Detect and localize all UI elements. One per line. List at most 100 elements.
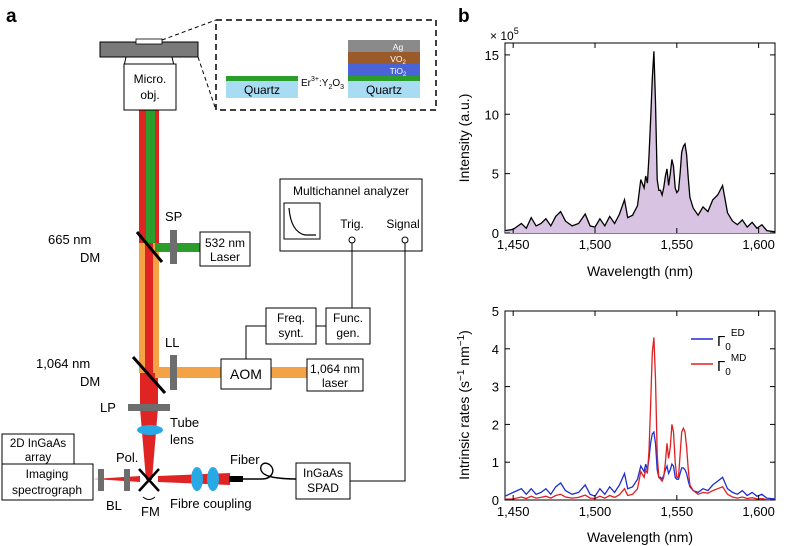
laser-1064-label-2: laser [322,376,348,390]
sp-label: SP [165,209,182,224]
dm1064-label-2: DM [80,374,100,389]
beam-green-vertical [146,108,155,253]
bl-filter [98,469,104,491]
rates-ytick-label: 5 [492,304,499,319]
rates-legend: Γ0ED Γ0MD [691,328,746,378]
ingaas-spad-label-1: InGaAs [303,466,343,480]
freq-synt-label-2: synt. [278,326,303,340]
pol-label: Pol. [116,450,138,465]
intensity-chart: × 105 Wavelength (nm) Intensity (a.u.) 1… [456,26,776,279]
decay-curve [288,207,316,236]
inset-left-quartz [226,81,298,98]
inset-left-film [226,76,298,81]
func-gen-box [325,307,371,345]
freq-synt-label-1: Freq. [277,311,305,325]
coupling-lens-2 [207,467,219,491]
intensity-ytick-label: 10 [485,107,499,122]
layer-tio2-label: TiO2 [390,66,407,78]
imaging-spectrograph-label-1: Imaging [26,467,69,481]
layer-vo2 [348,52,420,64]
aom-label: AOM [230,366,262,382]
func-gen-label-1: Func. [333,311,363,325]
layer-ag [348,40,420,52]
setup-diagram: Micro. obj. Quartz Er3+:Y2O3 Ag VO2 TiO2… [1,19,437,519]
micro-obj-box [123,63,177,111]
intensity-area-fill [505,51,775,233]
rates-xtick-label: 1,450 [497,504,530,519]
intensity-xtick-label: 1,450 [497,237,530,252]
fibre-connector [229,476,243,482]
ll-label: LL [165,335,179,350]
inset-sample-label: Er3+:Y2O3 [301,76,344,91]
rates-xtick-label: 1,550 [661,504,694,519]
rates-xtick-label: 1,500 [579,504,612,519]
intensity-ylabel: Intensity (a.u.) [456,94,472,183]
intensity-multiplier: × 105 [490,26,519,43]
fiber-label: Fiber [230,452,260,467]
rates-ytick-label: 2 [492,417,499,432]
wire-synt-aom [245,325,266,360]
inset-leader-top [161,19,217,41]
intensity-series-line-1 [504,51,776,233]
rates-xlabel: Wavelength (nm) [587,529,693,545]
rates-ytick-label: 3 [492,380,499,395]
rates-series-line-1 [504,430,776,500]
intensity-ytick-label: 15 [485,48,499,63]
dichroic-mirror-1064 [131,356,167,394]
intensity-xtick-label: 1,550 [661,237,694,252]
lp-filter [128,404,170,411]
fm-label: FM [141,504,160,519]
freq-synt-box [265,307,317,345]
tube-lens [137,425,163,435]
func-gen-label-2: gen. [336,326,359,340]
laser-1064-box [306,358,364,392]
sample-slot [135,38,163,45]
fiber-loop [243,462,297,480]
fibre-coupling-label: Fibre coupling [170,496,252,511]
micro-obj-label-1: Micro. [134,72,167,86]
ingaas-array-label-2: array [25,452,51,464]
intensity-xtick-label: 1,500 [579,237,612,252]
tube-lens-label-2: lens [170,432,194,447]
layer-ag-label: Ag [393,42,404,52]
intensity-ytick-label: 0 [492,226,499,241]
rates-series-line-2 [504,337,775,501]
beam-red-taper [140,408,158,480]
pol-filter [124,469,130,491]
inset-right-quartz [348,81,420,98]
flip-arc [142,496,156,500]
bl-label: BL [106,498,122,513]
inset-leader-bottom [197,56,217,111]
aom-box [220,358,272,390]
rates-ytick-label: 1 [492,455,499,470]
rates-ytick-label: 4 [492,342,499,357]
dm665-label-2: DM [80,250,100,265]
legend-md-label: Γ0MD [717,353,746,378]
ingaas-spad-box [295,462,351,500]
rates-ylabel: Intrinsic rates (s−1 nm−1) [456,330,472,480]
laser-532-label-1: 532 nm [205,236,245,250]
intensity-ytick-label: 5 [492,167,499,182]
beam-green-horizontal [155,243,200,252]
intensity-xtick-label: 1,600 [742,237,775,252]
beam-red-core [145,243,153,373]
wire-signal [350,243,406,482]
flip-mirror-b [138,468,160,492]
micro-obj-label-2: obj. [140,88,159,102]
signal-label: Signal [386,217,419,231]
legend-ed-label: Γ0ED [717,328,745,353]
inset-right-film [348,76,420,81]
sp-filter [170,230,177,264]
imaging-spectrograph-label-2: spectrograph [12,483,82,497]
tube-lens-label-1: Tube [170,415,199,430]
ll-filter [170,355,177,390]
rates-chart: Wavelength (nm) Intrinsic rates (s−1 nm−… [456,304,776,545]
ingaas-array-box [1,433,75,465]
laser-532-label-2: Laser [210,250,240,264]
ingaas-spad-label-2: SPAD [307,481,339,495]
panel-label-a: a [6,6,17,27]
dichroic-mirror-665 [135,231,164,263]
intensity-xlabel: Wavelength (nm) [587,263,693,279]
dm1064-label-1: 1,064 nm [36,356,90,371]
